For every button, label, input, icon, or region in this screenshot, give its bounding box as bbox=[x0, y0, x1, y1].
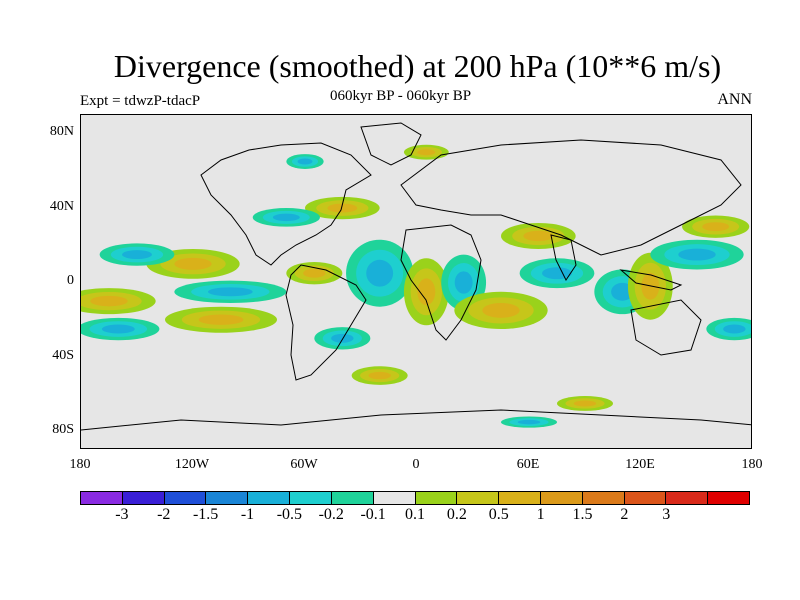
colorbar-swatch bbox=[373, 492, 416, 504]
chart-title: Divergence (smoothed) at 200 hPa (10**6 … bbox=[113, 48, 722, 84]
divergence-patch-negative bbox=[517, 419, 541, 425]
coastline-australia bbox=[630, 299, 702, 356]
coastline-indonesia bbox=[619, 269, 683, 291]
colorbar-swatch bbox=[164, 492, 207, 504]
colorbar-swatch bbox=[122, 492, 165, 504]
divergence-patch-negative bbox=[331, 333, 354, 343]
lon-label-120w: 120W bbox=[174, 457, 210, 472]
coastline-africa bbox=[400, 224, 482, 341]
lat-label-0: 0 bbox=[67, 273, 74, 288]
colorbar-label: 0.1 bbox=[405, 506, 425, 523]
lon-label-180w: 180 bbox=[69, 457, 91, 472]
lon-label-0: 0 bbox=[412, 457, 420, 472]
convergence-patch-positive bbox=[523, 230, 554, 242]
convergence-patch-positive bbox=[417, 278, 436, 306]
colorbar bbox=[80, 491, 750, 505]
colorbar-swatch bbox=[415, 492, 458, 504]
colorbar-swatch bbox=[81, 492, 123, 504]
convergence-patch-positive bbox=[368, 371, 391, 380]
lon-label-60e: 60E bbox=[516, 457, 540, 472]
colorbar-label: -0.5 bbox=[276, 506, 303, 523]
divergence-patch-negative bbox=[454, 271, 473, 294]
divergence-patch-negative bbox=[366, 259, 394, 287]
colorbar-swatch bbox=[248, 492, 291, 504]
colorbar-label: -2 bbox=[157, 506, 171, 523]
season-label: ANN bbox=[717, 91, 752, 108]
divergence-patch-negative bbox=[272, 213, 300, 222]
divergence-field-layer bbox=[81, 144, 751, 428]
colorbar-swatch bbox=[624, 492, 667, 504]
colorbar-swatch bbox=[499, 492, 541, 504]
divergence-patch-negative bbox=[723, 324, 746, 334]
convergence-patch-positive bbox=[573, 400, 597, 407]
lon-label-180e: 180 bbox=[741, 457, 763, 472]
colorbar-swatch bbox=[708, 492, 749, 504]
divergence-patch-negative bbox=[207, 287, 253, 297]
colorbar-swatch bbox=[582, 492, 625, 504]
colorbar-swatch bbox=[457, 492, 500, 504]
divergence-patch-negative bbox=[611, 282, 634, 301]
convergence-patch-positive bbox=[702, 222, 730, 232]
convergence-patch-positive bbox=[303, 268, 326, 278]
coastline-north-america bbox=[200, 142, 372, 266]
colorbar-label: 0.2 bbox=[446, 506, 467, 523]
colorbar-label: -1.5 bbox=[192, 506, 219, 523]
map-panel bbox=[80, 114, 752, 449]
lat-label-40s: 40S bbox=[52, 348, 74, 363]
colorbar-swatch bbox=[331, 492, 374, 504]
divergence-patch-negative bbox=[678, 248, 716, 261]
colorbar-label: 1 bbox=[536, 506, 545, 523]
convergence-patch-positive bbox=[327, 203, 358, 213]
coastline-india bbox=[550, 234, 577, 281]
divergence-patch-negative bbox=[101, 324, 135, 334]
period-label: 060kyr BP - 060kyr BP bbox=[330, 88, 472, 104]
convergence-patch-positive bbox=[90, 295, 128, 307]
lat-label-80n: 80N bbox=[49, 124, 74, 139]
experiment-label: Expt = tdwzP-tdacP bbox=[80, 93, 201, 109]
colorbar-label: 0.5 bbox=[488, 506, 509, 523]
colorbar-swatch bbox=[666, 492, 709, 504]
convergence-patch-positive bbox=[174, 257, 212, 270]
coastline-south-america bbox=[285, 264, 367, 381]
coastlines bbox=[81, 122, 751, 431]
divergence-patch-negative bbox=[122, 250, 152, 260]
colorbar-label: -3 bbox=[115, 506, 129, 523]
lon-label-120e: 120E bbox=[625, 457, 655, 472]
colorbar-label: 2 bbox=[620, 506, 629, 523]
colorbar-label: -0.2 bbox=[318, 506, 344, 523]
colorbar-label: -0.1 bbox=[360, 506, 386, 523]
lon-label-60w: 60W bbox=[290, 457, 318, 472]
colorbar-swatch bbox=[290, 492, 332, 504]
colorbar-label: -1 bbox=[240, 506, 255, 523]
colorbar-swatch bbox=[540, 492, 583, 504]
lat-label-80s: 80S bbox=[52, 422, 74, 437]
convergence-patch-positive bbox=[482, 302, 520, 318]
coastline-antarctica bbox=[81, 409, 751, 431]
colorbar-swatch bbox=[206, 492, 249, 504]
coastline-eurasia bbox=[400, 139, 742, 256]
coastline-greenland bbox=[360, 122, 422, 166]
convergence-patch-positive bbox=[198, 314, 244, 325]
divergence-map bbox=[81, 122, 751, 431]
divergence-patch-negative bbox=[297, 158, 313, 165]
lat-label-40n: 40N bbox=[49, 199, 74, 214]
colorbar-label: 1.5 bbox=[572, 506, 593, 523]
colorbar-label: 3 bbox=[662, 506, 671, 523]
convergence-patch-positive bbox=[417, 149, 436, 156]
